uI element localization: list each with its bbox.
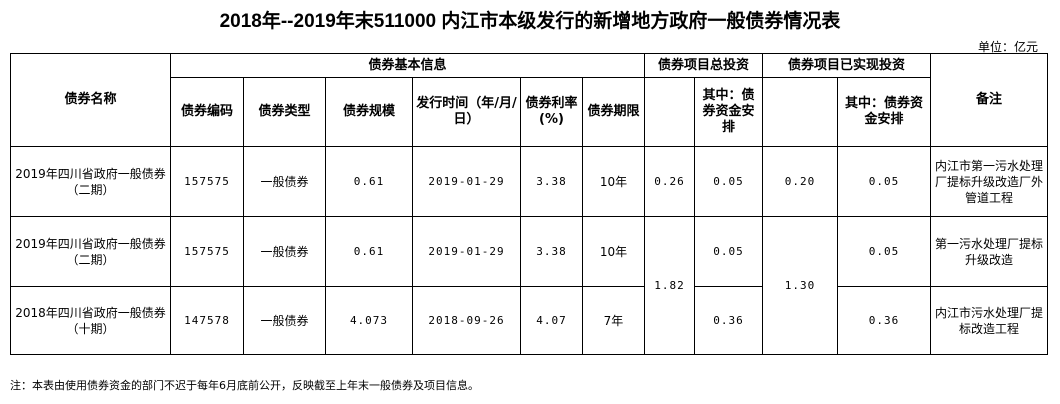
table-row: 2019年四川省政府一般债券（二期） 157575 一般债券 0.61 2019… <box>10 146 1048 217</box>
cell-date: 2019-01-29 <box>412 216 521 287</box>
cell-term: 7年 <box>582 286 645 355</box>
cell-scale: 0.61 <box>325 216 413 287</box>
header-realized-blank <box>762 77 838 147</box>
header-realized-bond: 其中：债券资金安排 <box>837 77 931 147</box>
header-scale: 债券规模 <box>325 77 413 147</box>
header-type: 债券类型 <box>243 77 326 147</box>
cell-type: 一般债券 <box>243 286 326 355</box>
cell-term: 10年 <box>582 146 645 217</box>
cell-name: 2019年四川省政府一般债券（二期） <box>10 146 171 217</box>
cell-scale: 0.61 <box>325 146 413 217</box>
cell-remark: 内江市第一污水处理厂提标升级改造厂外管道工程 <box>930 146 1048 217</box>
cell-type: 一般债券 <box>243 146 326 217</box>
cell-rate: 3.38 <box>520 146 583 217</box>
cell-realized-bond: 0.36 <box>837 286 931 355</box>
header-date: 发行时间（年/月/日） <box>412 77 521 147</box>
cell-remark: 第一污水处理厂提标升级改造 <box>930 216 1048 287</box>
table-row: 2018年四川省政府一般债券（十期） 147578 一般债券 4.073 201… <box>10 286 1048 355</box>
header-code: 债券编码 <box>170 77 244 147</box>
header-rate: 债券利率(%) <box>520 77 583 147</box>
cell-term: 10年 <box>582 216 645 287</box>
cell-remark: 内江市污水处理厂提标改造工程 <box>930 286 1048 355</box>
cell-realized: 1.30 <box>762 216 838 355</box>
cell-date: 2019-01-29 <box>412 146 521 217</box>
header-total: 债券项目总投资 <box>644 53 763 78</box>
header-term: 债券期限 <box>582 77 645 147</box>
cell-total-bond: 0.36 <box>694 286 763 355</box>
cell-scale: 4.073 <box>325 286 413 355</box>
cell-date: 2018-09-26 <box>412 286 521 355</box>
header-total-blank <box>644 77 695 147</box>
cell-rate: 3.38 <box>520 216 583 287</box>
header-basic: 债券基本信息 <box>170 53 645 78</box>
cell-type: 一般债券 <box>243 216 326 287</box>
header-realized: 债券项目已实现投资 <box>762 53 931 78</box>
cell-total: 1.82 <box>644 216 695 355</box>
cell-name: 2019年四川省政府一般债券（二期） <box>10 216 171 287</box>
table-row: 2019年四川省政府一般债券（二期） 157575 一般债券 0.61 2019… <box>10 216 1048 355</box>
header-name: 债券名称 <box>10 53 171 147</box>
cell-total-bond: 0.05 <box>694 216 763 287</box>
header-total-bond: 其中：债券资金安排 <box>694 77 763 147</box>
bond-table: 债券名称 债券基本信息 债券项目总投资 债券项目已实现投资 备注 债券编码 债券… <box>10 53 1048 355</box>
cell-realized-bond: 0.05 <box>837 216 931 287</box>
cell-code: 157575 <box>170 146 244 217</box>
cell-rate: 4.07 <box>520 286 583 355</box>
cell-total: 0.26 <box>644 146 695 217</box>
cell-name: 2018年四川省政府一般债券（十期） <box>10 286 171 355</box>
footnote: 注：本表由使用债券资金的部门不迟于每年6月底前公开，反映截至上年末一般债券及项目… <box>10 379 479 392</box>
header-remark: 备注 <box>930 53 1048 147</box>
cell-realized: 0.20 <box>762 146 838 217</box>
cell-code: 147578 <box>170 286 244 355</box>
unit-label: 单位：亿元 <box>977 40 1038 54</box>
cell-total-bond: 0.05 <box>694 146 763 217</box>
cell-code: 157575 <box>170 216 244 287</box>
page-title: 2018年--2019年末511000 内江市本级发行的新增地方政府一般债券情况… <box>219 11 841 32</box>
cell-realized-bond: 0.05 <box>837 146 931 217</box>
